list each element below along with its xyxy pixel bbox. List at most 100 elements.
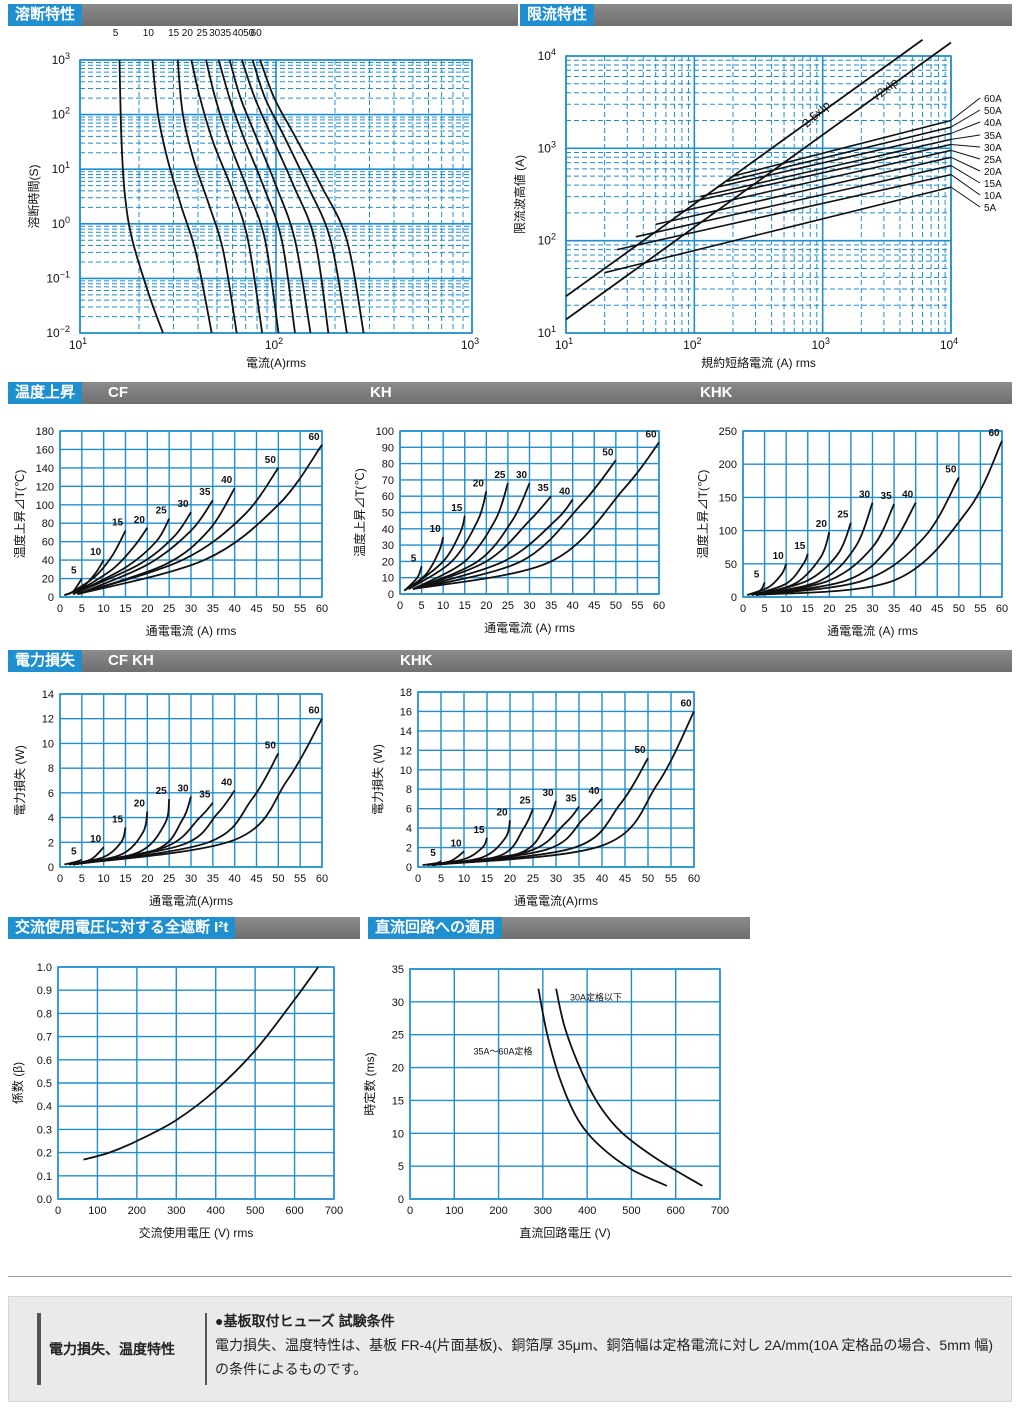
label-leader (950, 109, 981, 128)
y-tick-label: 60 (42, 537, 54, 549)
series-label: 60A (984, 94, 1002, 105)
x-tick-label: 5 (762, 603, 768, 615)
y-axis-title: 係数 (β) (10, 1062, 25, 1104)
series-line (176, 59, 238, 334)
x-tick-label: 15 (459, 600, 471, 612)
series-label: 35 (538, 483, 550, 494)
x-tick-label: 45 (250, 603, 262, 615)
x-tick-label: 60 (316, 603, 328, 615)
series-label: 30 (542, 788, 554, 799)
series-label: 35A (984, 131, 1002, 142)
x-tick-label: 50 (953, 603, 965, 615)
label-leader (950, 186, 981, 208)
series-label: 30 (177, 784, 189, 795)
y-tick-label: 20 (382, 556, 394, 568)
x-tick-label: 300 (167, 1205, 185, 1217)
series-line (555, 988, 703, 1187)
section-header-power: 電力損失 CF KH KHK (8, 650, 1012, 672)
x-tick-label: 55 (294, 873, 306, 885)
y-tick-label: 103 (52, 51, 70, 67)
x-tick-label: 103 (461, 336, 479, 352)
series-label: 15 (112, 814, 124, 825)
x-tick-label: 101 (555, 336, 573, 352)
y-tick-label: 14 (42, 689, 54, 701)
note-label: 電力損失、温度特性 (49, 1341, 175, 1357)
series-line (755, 440, 1003, 596)
series-line (408, 491, 488, 590)
x-tick-label: 30 (185, 873, 197, 885)
x-tick-label: 500 (246, 1205, 264, 1217)
series-line (72, 718, 323, 866)
series-line (604, 186, 952, 274)
x-tick-label: 200 (128, 1205, 146, 1217)
y-tick-label: 100 (36, 500, 54, 512)
series-line (751, 553, 809, 596)
y-tick-label: 10 (382, 573, 394, 585)
series-label: 35A～60A定格 (473, 1045, 532, 1056)
series-label: 30 (177, 499, 189, 510)
y-tick-label: 2 (406, 843, 412, 855)
x-tick-label: 20 (141, 603, 153, 615)
x-tick-label: 20 (823, 603, 835, 615)
series-line (190, 59, 264, 334)
y-axis-title: 電力損失 (W) (370, 744, 385, 815)
note-body: 電力損失、温度特性は、基板 FR-4(片面基板)、銅箔厚 35μm、銅箔幅は定格… (215, 1337, 994, 1377)
y-tick-label: 4 (406, 823, 412, 835)
series-line (408, 515, 466, 590)
series-label: 25 (494, 470, 506, 481)
x-tick-label: 55 (631, 600, 643, 612)
series-line (732, 119, 952, 177)
series-label: 60 (680, 698, 692, 709)
y-axis-title: 温度上昇⊿T(℃) (352, 468, 367, 557)
y-tick-label: 10 (392, 1128, 404, 1140)
x-axis-title: 通電電流 (A) rms (146, 624, 237, 638)
x-tick-label: 25 (163, 873, 175, 885)
x-tick-label: 100 (88, 1205, 106, 1217)
series-label: 15A (984, 179, 1002, 190)
series-label: 15 (451, 503, 463, 514)
y-tick-label: 1.0 (37, 962, 52, 974)
y-tick-label: 250 (719, 426, 737, 438)
section-subtitle: KHK (400, 652, 433, 669)
y-tick-label: 0.6 (37, 1055, 52, 1067)
section-header-melting: 溶断特性 (8, 4, 518, 26)
y-tick-label: 0.3 (37, 1124, 52, 1136)
series-line (72, 511, 192, 596)
x-tick-label: 45 (931, 603, 943, 615)
x-tick-label: 40 (910, 603, 922, 615)
x-tick-label: 50 (272, 873, 284, 885)
series-line (64, 858, 83, 866)
y-tick-label: 100 (719, 526, 737, 538)
x-tick-label: 30 (523, 600, 535, 612)
x-axis-title: 電流(A)rms (246, 356, 306, 370)
x-tick-label: 55 (294, 603, 306, 615)
y-axis-title: 溶断時間(S) (26, 164, 41, 228)
y-tick-label: 80 (42, 518, 54, 530)
series-line (655, 156, 952, 226)
x-tick-label: 35 (573, 873, 585, 885)
series-label: 15 (168, 28, 180, 39)
y-tick-label: 4 (48, 813, 54, 825)
x-axis-title: 交流使用電圧 (V) rms (139, 1225, 254, 1240)
section-subtitle: KHK (700, 384, 733, 401)
x-tick-label: 15 (119, 603, 131, 615)
y-tick-label: 40 (382, 524, 394, 536)
series-label: 20 (496, 807, 508, 818)
series-label: 10 (430, 524, 442, 535)
y-tick-label: 20 (42, 574, 54, 586)
series-line (699, 138, 952, 198)
series-line (412, 495, 552, 590)
series-label: 50 (634, 745, 646, 756)
y-tick-label: 120 (36, 481, 54, 493)
series-label: 35 (199, 487, 211, 498)
y-tick-label: 30 (392, 997, 404, 1009)
x-tick-label: 55 (974, 603, 986, 615)
y-tick-label: 0 (731, 592, 737, 604)
series-label: 20A (984, 167, 1002, 178)
section-header-dc: 直流回路への適用 (368, 917, 750, 939)
y-tick-label: 5 (398, 1161, 404, 1173)
x-tick-label: 600 (667, 1205, 685, 1217)
x-tick-label: 400 (578, 1205, 596, 1217)
y-tick-label: 150 (719, 492, 737, 504)
series-label: 5 (411, 553, 417, 564)
